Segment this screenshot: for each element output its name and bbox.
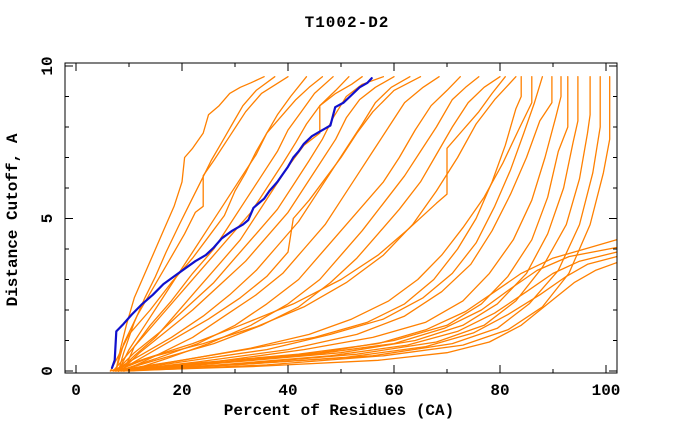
series-line-model-16 <box>117 76 501 372</box>
series-line-model-29 <box>112 239 617 372</box>
x-tick-label: 60 <box>384 382 403 400</box>
series-line-model-13 <box>123 76 440 372</box>
series-line-model-08 <box>117 76 363 372</box>
series-line-model-21 <box>117 76 544 372</box>
series-line-model-26 <box>120 76 591 372</box>
y-axis-label: Distance Cutoff, A <box>4 133 22 306</box>
series-line-highlighted-model <box>110 77 373 369</box>
series-line-model-10 <box>120 76 395 372</box>
series-line-model-24 <box>115 76 569 372</box>
series-line-model-12 <box>117 76 422 372</box>
x-tick-label: 20 <box>172 382 191 400</box>
x-tick-label: 0 <box>71 382 81 400</box>
series-line-model-25 <box>128 76 579 372</box>
series-line-model-33 <box>115 262 617 372</box>
series-line-model-01 <box>115 76 265 372</box>
series-line-model-11 <box>112 76 411 372</box>
series-line-model-20 <box>117 76 533 372</box>
series-line-model-09 <box>115 76 385 372</box>
series-line-model-23 <box>123 76 562 372</box>
x-axis-label: Percent of Residues (CA) <box>224 402 454 420</box>
y-tick-label: 0 <box>39 366 57 376</box>
x-tick-label: 100 <box>592 382 621 400</box>
series-line-model-15 <box>128 76 480 372</box>
plot-border <box>64 62 618 374</box>
x-tick-label: 80 <box>490 382 509 400</box>
tick-label-layer: 0 20 40 60 80 100 0 5 10 <box>39 56 620 400</box>
series-line-model-04 <box>117 76 308 372</box>
x-tick-label: 40 <box>278 382 297 400</box>
series-line-model-06 <box>123 76 334 372</box>
y-tick-label: 5 <box>39 214 57 224</box>
series-line-model-05 <box>109 76 324 372</box>
series-line-model-03 <box>115 76 289 372</box>
series-layer <box>109 76 617 372</box>
y-tick-label: 10 <box>39 56 57 75</box>
chart-title: T1002-D2 <box>305 14 390 32</box>
series-line-model-30 <box>117 246 617 372</box>
series-line-model-22 <box>117 76 553 372</box>
series-line-model-32 <box>120 255 617 372</box>
series-line-model-19 <box>112 76 522 372</box>
series-line-model-31 <box>123 251 617 372</box>
series-line-model-18 <box>115 76 517 372</box>
tick-layer <box>65 63 617 373</box>
series-line-model-28 <box>128 76 611 372</box>
